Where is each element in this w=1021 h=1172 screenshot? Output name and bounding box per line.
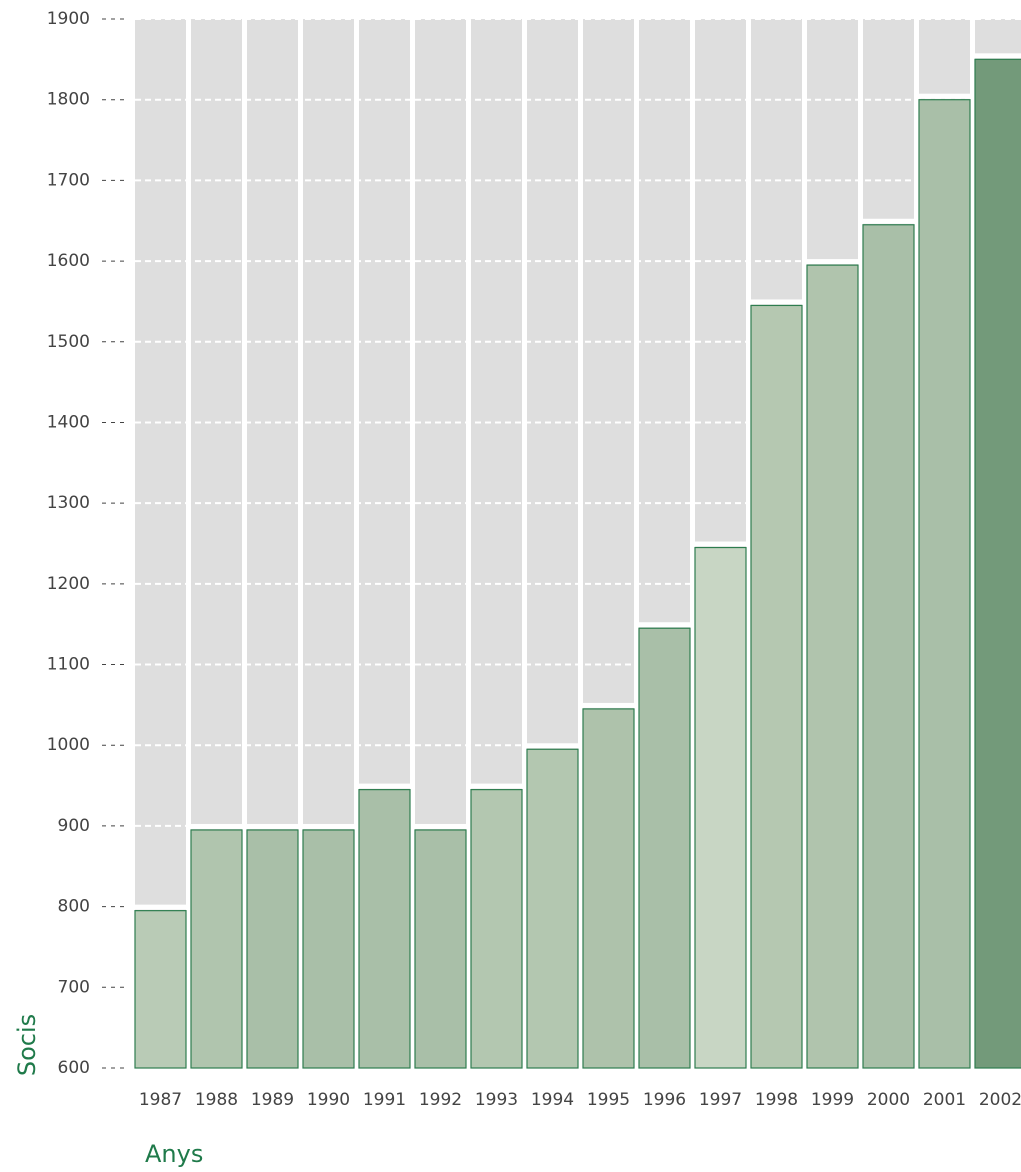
x-tick-label: 1989 bbox=[251, 1090, 294, 1110]
bar bbox=[415, 830, 466, 1068]
bar bbox=[975, 59, 1021, 1068]
bar bbox=[807, 265, 858, 1068]
bar-gap bbox=[413, 824, 468, 829]
bar bbox=[639, 628, 690, 1068]
x-tick-label: 1998 bbox=[755, 1090, 798, 1110]
bar bbox=[695, 548, 746, 1068]
y-tick-label: 1400 bbox=[47, 412, 90, 432]
bar-gap bbox=[861, 219, 916, 224]
x-tick-label: 1999 bbox=[811, 1090, 854, 1110]
x-tick-label: 1993 bbox=[475, 1090, 518, 1110]
y-tick-label: 1000 bbox=[47, 735, 90, 755]
bar bbox=[919, 100, 970, 1068]
x-tick-label: 1994 bbox=[531, 1090, 574, 1110]
x-tick-label: 1988 bbox=[195, 1090, 238, 1110]
bar bbox=[359, 790, 410, 1068]
x-tick-label: 1991 bbox=[363, 1090, 406, 1110]
bar bbox=[191, 830, 242, 1068]
x-tick-label: 2001 bbox=[923, 1090, 966, 1110]
y-tick-label: 700 bbox=[58, 977, 90, 997]
bar bbox=[247, 830, 298, 1068]
x-tick-label: 1995 bbox=[587, 1090, 630, 1110]
x-tick-label: 2002 bbox=[979, 1090, 1021, 1110]
bar-gap bbox=[357, 784, 412, 789]
x-tick-label: 1992 bbox=[419, 1090, 462, 1110]
bar-gap bbox=[525, 743, 580, 748]
x-axis-title: Anys bbox=[145, 1140, 203, 1168]
bar bbox=[583, 709, 634, 1068]
bar-gap bbox=[245, 824, 300, 829]
bar-gap bbox=[581, 703, 636, 708]
y-tick-label: 1300 bbox=[47, 493, 90, 513]
y-tick-label: 1600 bbox=[47, 251, 90, 271]
y-tick-label: 1100 bbox=[47, 655, 90, 675]
bar-gap bbox=[637, 622, 692, 627]
bar bbox=[135, 911, 186, 1068]
bar-gap bbox=[189, 824, 244, 829]
bar-gap bbox=[917, 94, 972, 99]
bar bbox=[751, 305, 802, 1068]
bar-gap bbox=[469, 784, 524, 789]
bar-gap bbox=[133, 905, 188, 910]
bar bbox=[303, 830, 354, 1068]
bar bbox=[863, 225, 914, 1068]
y-tick-label: 1900 bbox=[47, 9, 90, 29]
y-tick-label: 1500 bbox=[47, 332, 90, 352]
x-tick-label: 1997 bbox=[699, 1090, 742, 1110]
y-axis-title: Socis bbox=[13, 1014, 41, 1076]
y-tick-label: 600 bbox=[58, 1058, 90, 1078]
x-tick-label: 1996 bbox=[643, 1090, 686, 1110]
y-tick-label: 1200 bbox=[47, 574, 90, 594]
bar-gap bbox=[805, 259, 860, 264]
x-tick-label: 1987 bbox=[139, 1090, 182, 1110]
bar-gap bbox=[693, 542, 748, 547]
y-tick-label: 800 bbox=[58, 897, 90, 917]
bar-gap bbox=[749, 299, 804, 304]
x-tick-label: 2000 bbox=[867, 1090, 910, 1110]
bar bbox=[471, 790, 522, 1068]
y-tick-label: 1800 bbox=[47, 90, 90, 110]
chart: Anys Socis 600 700 800 900 1000 1100 1200 1300 1… bbox=[0, 0, 1021, 1172]
y-tick-label: 900 bbox=[58, 816, 90, 836]
bar-gap bbox=[973, 53, 1021, 58]
y-tick-label: 1700 bbox=[47, 170, 90, 190]
bar bbox=[527, 749, 578, 1068]
bar-gap bbox=[301, 824, 356, 829]
x-tick-label: 1990 bbox=[307, 1090, 350, 1110]
